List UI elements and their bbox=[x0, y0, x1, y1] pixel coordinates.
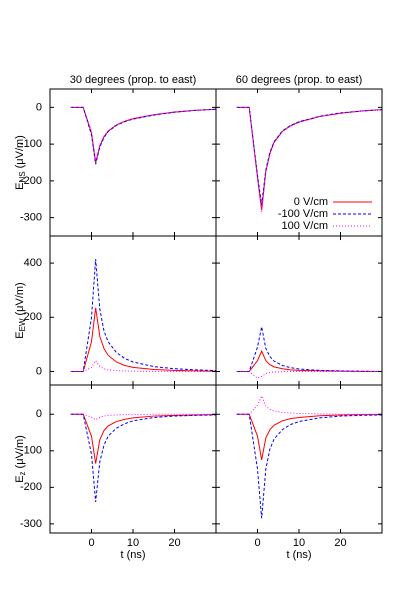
series-line bbox=[236, 326, 383, 372]
y-axis-label: EEW (μV/m) bbox=[14, 282, 27, 338]
x-tick-label: 0 bbox=[254, 537, 260, 549]
x-tick-label: 20 bbox=[168, 537, 180, 549]
series-line bbox=[236, 349, 382, 372]
series-line bbox=[70, 359, 216, 372]
y-label-sub: NS bbox=[18, 171, 27, 182]
y-tick-label: -100 bbox=[20, 445, 42, 457]
y-tick-label: -200 bbox=[20, 481, 42, 493]
series-line bbox=[70, 413, 216, 421]
x-tick-label: 20 bbox=[334, 537, 346, 549]
series-line bbox=[70, 258, 217, 372]
y-tick-label: 400 bbox=[24, 257, 42, 269]
plot-frame bbox=[215, 384, 383, 534]
y-tick-label: -200 bbox=[20, 175, 42, 187]
y-axis-label: ENS (μV/m) bbox=[14, 135, 27, 190]
series-line bbox=[70, 307, 217, 372]
series-line bbox=[236, 106, 383, 211]
y-tick-label: -300 bbox=[20, 518, 42, 530]
y-label-unit: (μV/m) bbox=[14, 435, 26, 468]
series-line bbox=[236, 370, 382, 379]
y-tick-label: 0 bbox=[36, 365, 42, 377]
y-label-sub: EW bbox=[18, 318, 27, 331]
plot-frame bbox=[49, 384, 217, 534]
series-line bbox=[236, 394, 382, 415]
y-tick-label: 0 bbox=[36, 408, 42, 420]
legend-label: 100 V/cm bbox=[282, 220, 328, 232]
y-tick-label: -100 bbox=[20, 138, 42, 150]
x-axis-label: t (ns) bbox=[120, 549, 145, 561]
y-label-unit: (μV/m) bbox=[14, 135, 26, 168]
series-line bbox=[236, 413, 383, 519]
series-line bbox=[70, 106, 217, 161]
legend-label: 0 V/cm bbox=[294, 196, 328, 208]
y-label-main: E bbox=[14, 331, 26, 338]
plot-frame bbox=[215, 235, 383, 386]
y-tick-label: 0 bbox=[36, 101, 42, 113]
panel-title: 30 degrees (prop. to east) bbox=[70, 74, 197, 86]
series-line bbox=[236, 106, 383, 213]
y-label-sub: z bbox=[18, 471, 27, 475]
panel-title: 60 degrees (prop. to east) bbox=[236, 74, 363, 86]
x-axis-label: t (ns) bbox=[286, 549, 311, 561]
series-line bbox=[70, 106, 217, 165]
x-tick-label: 10 bbox=[293, 537, 305, 549]
x-tick-label: 0 bbox=[88, 537, 94, 549]
series-line bbox=[70, 413, 217, 464]
y-label-main: E bbox=[14, 183, 26, 190]
y-tick-label: -300 bbox=[20, 212, 42, 224]
legend-label: -100 V/cm bbox=[278, 208, 328, 220]
series-line bbox=[70, 413, 217, 502]
series-line bbox=[70, 106, 217, 163]
series-line bbox=[236, 106, 383, 205]
y-axis-label: Ez (μV/m) bbox=[14, 435, 27, 483]
y-label-unit: (μV/m) bbox=[14, 282, 26, 315]
y-tick-label: 200 bbox=[24, 311, 42, 323]
y-label-main: E bbox=[14, 475, 26, 482]
plot-frame bbox=[49, 235, 217, 386]
x-tick-label: 10 bbox=[127, 537, 139, 549]
series-line bbox=[236, 413, 382, 461]
